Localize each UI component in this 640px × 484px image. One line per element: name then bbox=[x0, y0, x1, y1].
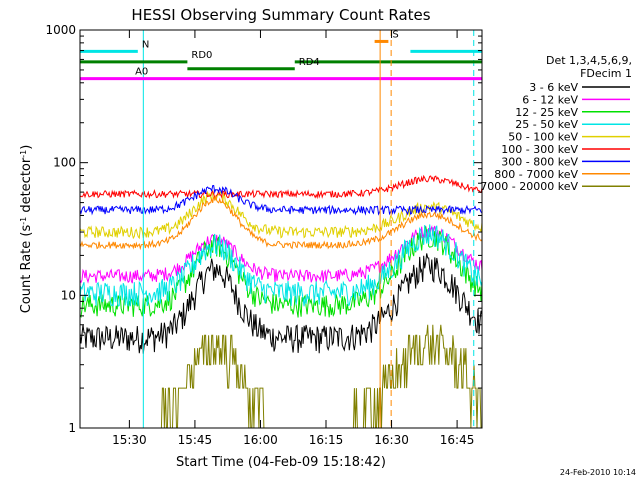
legend-header-line1: Det 1,3,4,5,6,9, bbox=[546, 54, 632, 67]
series-line-0 bbox=[80, 253, 482, 354]
legend-label-6: 300 - 800 keV bbox=[501, 155, 578, 168]
legend-label-0: 3 - 6 keV bbox=[529, 81, 578, 94]
flag-label-0: N bbox=[142, 39, 149, 50]
legend-label-4: 50 - 100 keV bbox=[508, 131, 578, 144]
legend-label-2: 12 - 25 keV bbox=[515, 106, 578, 119]
series-line-8 bbox=[80, 324, 482, 428]
x-tick-label-5: 16:45 bbox=[440, 433, 475, 447]
plot-area: NRD0RD4A2A0S bbox=[80, 29, 482, 428]
y-tick-label-3: 1000 bbox=[45, 23, 76, 37]
series-line-6 bbox=[80, 184, 482, 216]
x-tick-label-2: 16:00 bbox=[243, 433, 278, 447]
series-line-7 bbox=[80, 194, 482, 251]
flag-label-2: RD4 bbox=[299, 57, 320, 68]
series-line-3 bbox=[80, 224, 482, 307]
y-tick-label-2: 100 bbox=[53, 156, 76, 170]
flag-label-1: RD0 bbox=[191, 50, 212, 61]
legend-header-line2: FDecim 1 bbox=[580, 67, 632, 80]
y-axis-label: Count Rate (s-1 detector-1) bbox=[19, 145, 35, 314]
series-line-1 bbox=[80, 225, 482, 284]
x-tick-label-0: 15:30 bbox=[112, 433, 147, 447]
series-line-5 bbox=[80, 174, 482, 200]
plot-frame bbox=[79, 29, 483, 429]
y-tick-label-1: 10 bbox=[61, 288, 76, 302]
legend-label-8: 7000 - 20000 keV bbox=[480, 180, 578, 193]
legend-label-7: 800 - 7000 keV bbox=[494, 168, 578, 181]
chart-title: HESSI Observing Summary Count Rates bbox=[131, 6, 430, 24]
x-axis-label: Start Time (04-Feb-09 15:18:42) bbox=[176, 455, 386, 470]
legend-label-5: 100 - 300 keV bbox=[501, 143, 578, 156]
y-tick-label-0: 1 bbox=[68, 421, 76, 435]
x-tick-label-1: 15:45 bbox=[178, 433, 213, 447]
legend-label-3: 25 - 50 keV bbox=[515, 118, 578, 131]
flag-label-4: A0 bbox=[135, 67, 148, 78]
footer-date: 24-Feb-2010 10:14 bbox=[560, 468, 636, 477]
flag-label-5: S bbox=[392, 29, 398, 40]
series-line-4 bbox=[80, 190, 482, 240]
axes: 1 10 100 1000 15:30 15:45 16:00 16:15 16:30 16:45 bbox=[45, 23, 482, 447]
x-tick-label-3: 16:15 bbox=[309, 433, 344, 447]
x-tick-label-4: 16:30 bbox=[374, 433, 409, 447]
legend-label-1: 6 - 12 keV bbox=[522, 93, 578, 106]
